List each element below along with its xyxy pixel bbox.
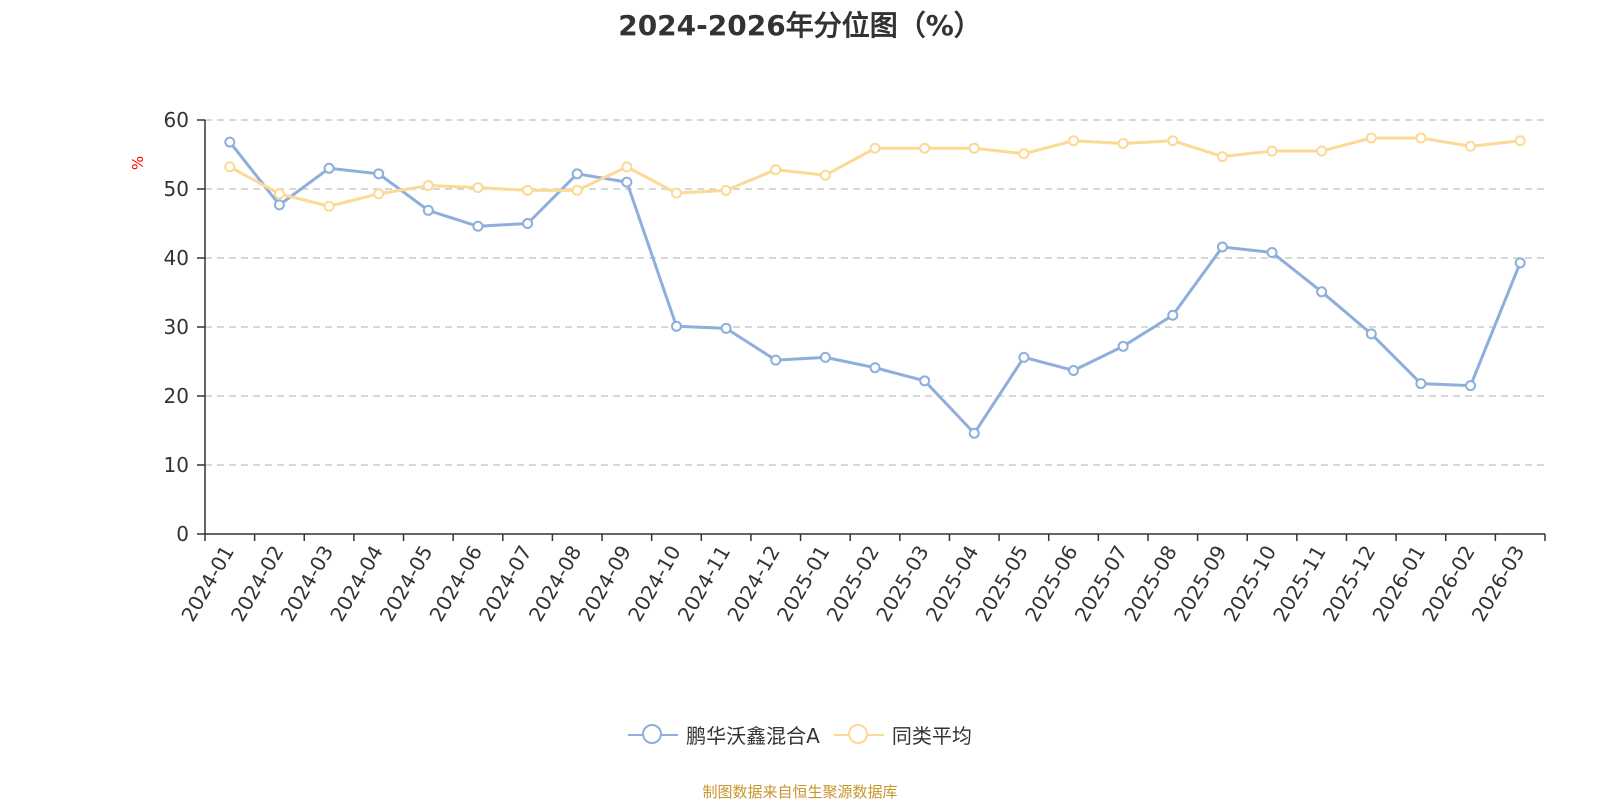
data-point: [422, 180, 434, 192]
data-point: [819, 169, 831, 181]
data-point: [621, 161, 633, 173]
data-point: [373, 188, 385, 200]
series-1: [224, 136, 1526, 439]
data-point: [472, 220, 484, 232]
data-point: [919, 142, 931, 154]
data-point: [968, 142, 980, 154]
data-point: [819, 351, 831, 363]
data-point: [968, 427, 980, 439]
data-point: [1365, 328, 1377, 340]
y-tick-labels: 0 10 20 30 40 50 60: [164, 108, 189, 546]
legend-label-series-2: 同类平均: [891, 724, 972, 748]
data-point: [1068, 135, 1080, 147]
data-point: [273, 188, 285, 200]
data-point: [1316, 286, 1328, 298]
data-point: [1365, 132, 1377, 144]
y-tick-label: 30: [164, 315, 189, 339]
y-axis-label: %: [129, 156, 147, 170]
data-point: [1266, 246, 1278, 258]
axes: [197, 119, 1546, 541]
legend-item-series-2[interactable]: 同类平均: [833, 720, 972, 749]
legend-swatch-series-1: [628, 723, 679, 747]
data-point: [1316, 145, 1328, 157]
data-point: [323, 200, 335, 212]
data-source-note: 制图数据来自恒生聚源数据库: [702, 783, 898, 801]
data-point: [1465, 140, 1477, 152]
grid-lines: [205, 119, 1545, 466]
data-point: [472, 182, 484, 194]
y-tick-label: 40: [164, 246, 189, 270]
data-point: [1117, 340, 1129, 352]
data-point: [1068, 364, 1080, 376]
data-point: [770, 164, 782, 176]
data-point: [571, 168, 583, 180]
data-point: [720, 184, 732, 196]
data-point: [224, 136, 236, 148]
data-point: [1415, 378, 1427, 390]
series-2: [224, 132, 1526, 212]
y-tick-label: 0: [176, 522, 189, 546]
chart-title: 2024-2026年分位图（%）: [618, 9, 982, 42]
data-point: [522, 184, 534, 196]
data-point: [869, 142, 881, 154]
data-point: [670, 320, 682, 332]
data-point: [1415, 132, 1427, 144]
data-point: [422, 204, 434, 216]
data-point: [1216, 151, 1228, 163]
data-point: [1117, 137, 1129, 149]
data-point: [919, 375, 931, 387]
data-point: [1018, 148, 1030, 160]
y-tick-label: 60: [164, 108, 189, 132]
data-point: [770, 354, 782, 366]
data-point: [621, 176, 633, 188]
data-point: [323, 162, 335, 174]
chart-legend: 鹏华沃鑫混合A 同类平均: [0, 720, 1600, 749]
data-point: [1167, 309, 1179, 321]
data-point: [224, 161, 236, 173]
data-point: [1514, 135, 1526, 147]
data-point: [522, 218, 534, 229]
series-group: [224, 132, 1526, 439]
y-tick-label: 20: [164, 384, 189, 408]
x-tick-labels: 2024-012024-022024-032024-042024-052024-…: [176, 541, 1529, 625]
data-point: [670, 187, 682, 199]
data-point: [1167, 135, 1179, 147]
data-point: [273, 199, 285, 211]
data-point: [1216, 241, 1228, 253]
data-point: [720, 322, 732, 334]
data-point: [1465, 380, 1477, 392]
legend-item-series-1[interactable]: 鹏华沃鑫混合A: [628, 720, 820, 749]
data-point: [1514, 257, 1526, 269]
data-point: [1018, 351, 1030, 363]
y-tick-label: 50: [164, 177, 189, 201]
data-point: [1266, 145, 1278, 157]
data-point: [373, 168, 385, 180]
legend-swatch-series-2: [833, 723, 884, 747]
data-point: [571, 184, 583, 196]
data-point: [869, 362, 881, 374]
y-tick-label: 10: [164, 453, 189, 477]
legend-label-series-1: 鹏华沃鑫混合A: [686, 724, 820, 748]
